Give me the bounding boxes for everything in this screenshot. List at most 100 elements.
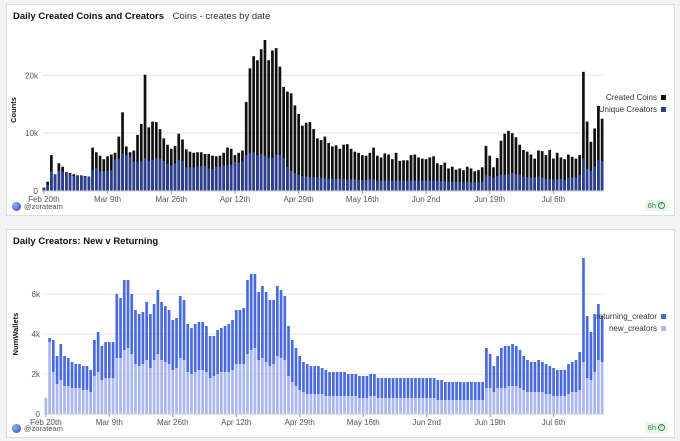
- legend-item-returning[interactable]: returning_creator: [596, 312, 666, 321]
- bar-returning-creator[interactable]: [533, 362, 537, 392]
- bar-created-coins[interactable]: [372, 147, 375, 191]
- bar-unique-creators[interactable]: [241, 161, 244, 191]
- bar-unique-creators[interactable]: [405, 180, 409, 191]
- bar-returning-creator[interactable]: [261, 286, 264, 358]
- bar-new-creators[interactable]: [231, 370, 234, 414]
- bar-new-creators[interactable]: [589, 380, 593, 414]
- bar-created-coins[interactable]: [248, 68, 252, 191]
- bar-unique-creators[interactable]: [173, 163, 177, 191]
- bar-unique-creators[interactable]: [263, 155, 267, 191]
- bar-created-coins[interactable]: [443, 162, 447, 191]
- bar-new-creators[interactable]: [354, 396, 358, 414]
- bar-created-coins[interactable]: [424, 159, 428, 191]
- bar-unique-creators[interactable]: [301, 175, 304, 191]
- bar-unique-creators[interactable]: [147, 160, 151, 191]
- bar-unique-creators[interactable]: [184, 167, 188, 191]
- bar-returning-creator[interactable]: [425, 378, 429, 398]
- bar-created-coins[interactable]: [458, 168, 462, 191]
- bar-new-creators[interactable]: [369, 396, 373, 414]
- bar-returning-creator[interactable]: [51, 340, 55, 372]
- bar-returning-creator[interactable]: [373, 374, 376, 396]
- bar-returning-creator[interactable]: [324, 370, 328, 396]
- refresh-badge[interactable]: 6h ✓: [644, 200, 668, 211]
- bar-returning-creator[interactable]: [197, 322, 201, 370]
- bar-returning-creator[interactable]: [529, 362, 533, 392]
- bar-unique-creators[interactable]: [259, 153, 263, 191]
- bar-returning-creator[interactable]: [600, 316, 604, 362]
- bar-new-creators[interactable]: [443, 400, 447, 414]
- bar-unique-creators[interactable]: [597, 159, 600, 191]
- bar-unique-creators[interactable]: [462, 182, 465, 191]
- bar-new-creators[interactable]: [81, 390, 85, 414]
- bar-returning-creator[interactable]: [518, 350, 522, 388]
- bar-new-creators[interactable]: [361, 398, 365, 414]
- bar-unique-creators[interactable]: [402, 180, 405, 191]
- bar-returning-creator[interactable]: [152, 304, 156, 360]
- bar-returning-creator[interactable]: [126, 280, 130, 348]
- bar-returning-creator[interactable]: [246, 280, 249, 354]
- bar-returning-creator[interactable]: [208, 336, 212, 378]
- bar-created-coins[interactable]: [259, 49, 263, 191]
- bar-new-creators[interactable]: [406, 398, 410, 414]
- bar-unique-creators[interactable]: [218, 166, 222, 191]
- bar-returning-creator[interactable]: [193, 324, 197, 372]
- bar-returning-creator[interactable]: [70, 362, 74, 388]
- bar-returning-creator[interactable]: [272, 300, 275, 364]
- bar-created-coins[interactable]: [334, 145, 338, 191]
- bar-returning-creator[interactable]: [563, 370, 567, 396]
- bar-unique-creators[interactable]: [495, 175, 499, 191]
- bar-new-creators[interactable]: [436, 400, 440, 414]
- bar-returning-creator[interactable]: [335, 372, 339, 396]
- bar-returning-creator[interactable]: [354, 374, 358, 396]
- bar-created-coins[interactable]: [368, 152, 372, 191]
- bar-unique-creators[interactable]: [334, 178, 338, 191]
- bar-created-coins[interactable]: [585, 121, 589, 191]
- bar-new-creators[interactable]: [149, 368, 152, 414]
- bar-new-creators[interactable]: [193, 372, 197, 414]
- bar-new-creators[interactable]: [559, 396, 563, 414]
- bar-new-creators[interactable]: [358, 398, 361, 414]
- bar-new-creators[interactable]: [186, 372, 190, 414]
- bar-unique-creators[interactable]: [271, 158, 274, 191]
- bar-created-coins[interactable]: [338, 148, 342, 191]
- bar-new-creators[interactable]: [466, 400, 470, 414]
- bar-new-creators[interactable]: [216, 374, 219, 414]
- bar-returning-creator[interactable]: [526, 360, 529, 392]
- bar-new-creators[interactable]: [96, 372, 100, 414]
- bar-returning-creator[interactable]: [111, 342, 115, 378]
- bar-created-coins[interactable]: [316, 138, 319, 191]
- bar-new-creators[interactable]: [458, 400, 462, 414]
- bar-returning-creator[interactable]: [137, 314, 141, 366]
- bar-new-creators[interactable]: [335, 396, 339, 414]
- bar-returning-creator[interactable]: [171, 320, 175, 370]
- bar-new-creators[interactable]: [234, 364, 238, 414]
- bar-unique-creators[interactable]: [121, 153, 124, 191]
- bar-new-creators[interactable]: [526, 392, 529, 414]
- bar-returning-creator[interactable]: [283, 296, 287, 360]
- bar-new-creators[interactable]: [473, 400, 477, 414]
- bar-returning-creator[interactable]: [119, 298, 122, 358]
- bar-new-creators[interactable]: [492, 392, 496, 414]
- bar-new-creators[interactable]: [529, 392, 533, 414]
- bar-unique-creators[interactable]: [331, 178, 334, 191]
- bar-new-creators[interactable]: [399, 398, 402, 414]
- bar-created-coins[interactable]: [390, 159, 394, 191]
- bar-unique-creators[interactable]: [312, 177, 315, 191]
- bar-new-creators[interactable]: [279, 358, 283, 414]
- bar-new-creators[interactable]: [537, 392, 541, 414]
- bar-new-creators[interactable]: [555, 396, 559, 414]
- bar-returning-creator[interactable]: [264, 292, 268, 362]
- bar-created-coins[interactable]: [244, 101, 248, 191]
- bar-created-coins[interactable]: [480, 167, 484, 191]
- bar-returning-creator[interactable]: [544, 364, 548, 394]
- bar-unique-creators[interactable]: [162, 160, 166, 191]
- bar-unique-creators[interactable]: [372, 179, 375, 191]
- bar-new-creators[interactable]: [600, 362, 604, 414]
- bar-returning-creator[interactable]: [350, 374, 354, 396]
- bar-unique-creators[interactable]: [420, 180, 424, 191]
- bar-new-creators[interactable]: [107, 378, 111, 414]
- bar-created-coins[interactable]: [548, 149, 552, 191]
- bar-unique-creators[interactable]: [458, 181, 462, 191]
- refresh-badge[interactable]: 6h ✓: [644, 422, 668, 433]
- bar-unique-creators[interactable]: [53, 174, 57, 191]
